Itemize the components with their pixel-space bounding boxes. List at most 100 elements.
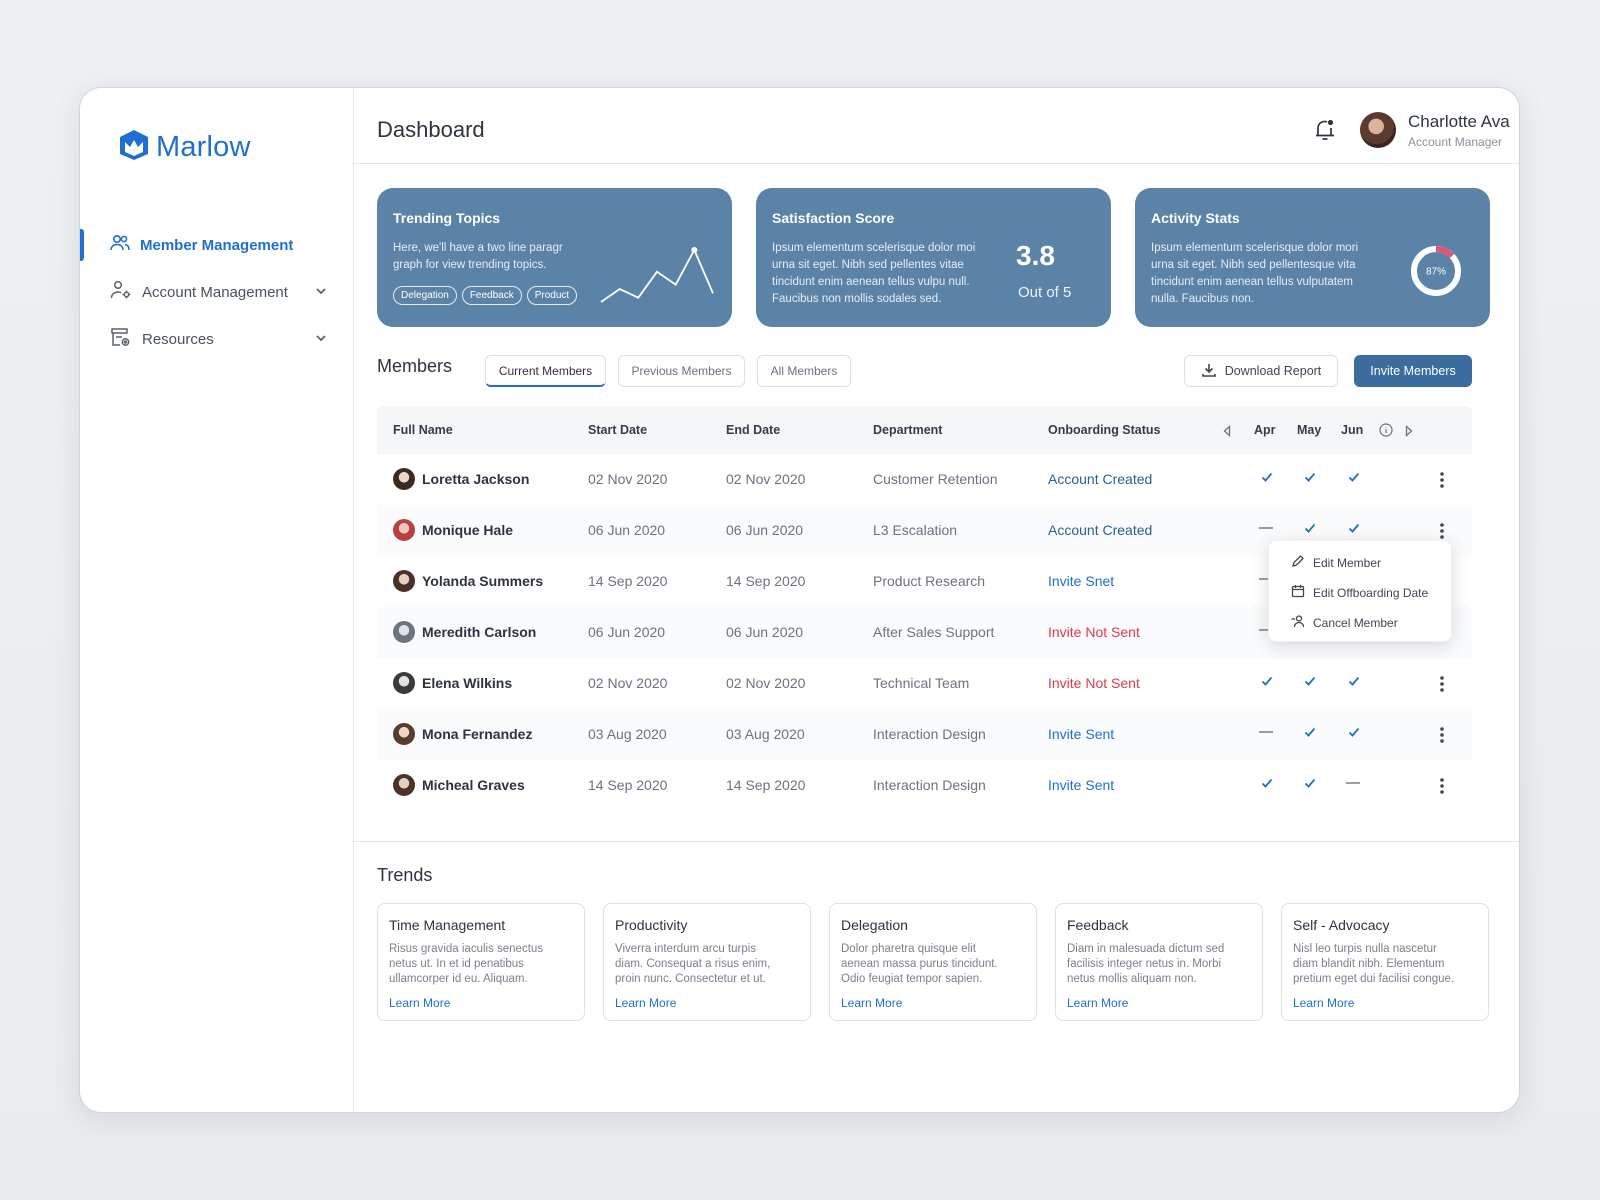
check-icon [1260,470,1276,488]
section-divider [354,841,1519,842]
avatar [393,774,415,796]
learn-more-link[interactable]: Learn More [841,996,903,1010]
member-name[interactable]: Loretta Jackson [422,471,530,487]
trends-title: Trends [377,865,433,885]
more-options-icon[interactable] [1439,471,1445,489]
dash-icon [1345,776,1361,794]
trend-card-description: Diam in malesuada dictum sed facilisis in… [1067,943,1225,985]
user-name[interactable]: Charlotte Ava [1408,112,1510,131]
card-title: Trending Topics [393,210,501,226]
main-content: Dashboard Charlotte Ava Account Manager … [354,88,1519,1112]
menu-edit-offboarding-date[interactable]: Edit Offboarding Date [1291,584,1428,601]
table-header: Full Name Start Date End Date Department… [377,406,1472,454]
department: Technical Team [873,675,970,691]
chip-delegation[interactable]: Delegation [393,286,457,305]
col-month-apr: Apr [1254,423,1276,437]
user-gear-icon [110,280,132,304]
department: Interaction Design [873,777,986,793]
avatar [393,621,415,643]
col-full-name[interactable]: Full Name [393,423,453,437]
start-date: 02 Nov 2020 [588,471,668,487]
card-activity-stats: Activity Stats Ipsum elementum scelerisq… [1135,188,1490,327]
trend-card-title: Productivity [615,917,688,933]
table-row[interactable]: Mona Fernandez 03 Aug 2020 03 Aug 2020 Inte… [377,709,1472,761]
member-name[interactable]: Elena Wilkins [422,675,513,691]
learn-more-link[interactable]: Learn More [389,996,451,1010]
download-report-button[interactable]: Download Report [1184,355,1338,387]
member-name[interactable]: Mona Fernandez [422,726,533,742]
member-name[interactable]: Yolanda Summers [422,573,544,589]
sidebar-item-account-management[interactable]: Account Management [80,274,354,310]
end-date: 14 Sep 2020 [726,777,806,793]
member-name[interactable]: Monique Hale [422,522,514,538]
chevron-down-icon[interactable] [314,331,328,349]
member-name[interactable]: Micheal Graves [422,777,525,793]
more-options-icon[interactable] [1439,522,1445,540]
activity-donut: 87% [1411,246,1461,296]
tab-current-members[interactable]: Current Members [485,355,606,387]
table-row[interactable]: Micheal Graves 14 Sep 2020 14 Sep 2020 Inte… [377,760,1472,812]
card-description: Ipsum elementum scelerisque dolor moi ur… [772,242,976,305]
caret-right-icon[interactable] [1404,424,1414,442]
learn-more-link[interactable]: Learn More [1293,996,1355,1010]
col-department[interactable]: Department [873,423,943,437]
logo[interactable]: Marlow [118,128,251,167]
check-icon [1347,725,1363,743]
menu-edit-member[interactable]: Edit Member [1291,554,1381,571]
satisfaction-score-scale: Out of 5 [1018,284,1072,301]
resources-icon [110,327,132,351]
sidebar-item-label: Member Management [140,236,294,254]
col-month-may: May [1297,423,1322,437]
more-options-icon[interactable] [1439,726,1445,744]
table-row[interactable]: Elena Wilkins 02 Nov 2020 02 Nov 2020 Techn… [377,658,1472,710]
trend-card-title: Delegation [841,917,908,933]
chip-product[interactable]: Product [526,286,578,305]
check-icon [1347,470,1363,488]
table-row[interactable]: Loretta Jackson 02 Nov 2020 02 Nov 2020 Cus… [377,454,1472,506]
menu-cancel-member[interactable]: Cancel Member [1291,614,1398,631]
start-date: 03 Aug 2020 [588,726,667,742]
check-icon [1347,521,1363,539]
col-start-date[interactable]: Start Date [588,423,648,437]
invite-members-button[interactable]: Invite Members [1354,355,1472,387]
end-date: 06 Jun 2020 [726,624,804,640]
col-month-jun: Jun [1341,423,1364,437]
logo-icon [118,128,150,167]
caret-left-icon[interactable] [1222,424,1232,442]
chevron-down-icon[interactable] [314,284,328,302]
user-role: Account Manager [1408,135,1503,149]
more-options-icon[interactable] [1439,777,1445,795]
check-icon [1303,674,1319,692]
trend-card: Self - Advocacy Nisl leo turpis nulla na… [1281,903,1489,1021]
notification-bell-icon[interactable] [1314,118,1336,147]
card-trending-topics: Trending Topics Here, we'll have a two l… [377,188,732,327]
learn-more-link[interactable]: Learn More [615,996,677,1010]
tab-all-members[interactable]: All Members [757,355,851,387]
trend-card-description: Risus gravida iaculis senectus netus ut. … [389,943,544,985]
col-end-date[interactable]: End Date [726,423,781,437]
trend-card-title: Time Management [389,917,506,933]
start-date: 14 Sep 2020 [588,777,668,793]
avatar [393,468,415,490]
more-options-icon[interactable] [1439,675,1445,693]
onboarding-status: Invite Not Sent [1048,675,1140,691]
learn-more-link[interactable]: Learn More [1067,996,1129,1010]
calendar-icon [1291,584,1305,601]
satisfaction-score-value: 3.8 [1016,240,1055,271]
col-onboarding-status[interactable]: Onboarding Status [1048,423,1161,437]
users-icon [110,234,130,256]
sidebar: Marlow Member Management Account Managem… [80,88,354,1112]
card-description: Ipsum elementum scelerisque dolor mori u… [1151,242,1359,305]
info-icon[interactable] [1379,423,1393,442]
member-name[interactable]: Meredith Carlson [422,624,537,640]
user-remove-icon [1291,614,1305,631]
avatar[interactable] [1360,112,1396,148]
tab-previous-members[interactable]: Previous Members [618,355,745,387]
sidebar-item-member-management[interactable]: Member Management [80,227,354,263]
chip-feedback[interactable]: Feedback [461,286,522,305]
topbar: Dashboard Charlotte Ava Account Manager [354,88,1519,164]
onboarding-status: Account Created [1048,471,1153,487]
start-date: 06 Jun 2020 [588,522,666,538]
sidebar-item-resources[interactable]: Resources [80,321,354,357]
download-icon [1201,362,1217,381]
